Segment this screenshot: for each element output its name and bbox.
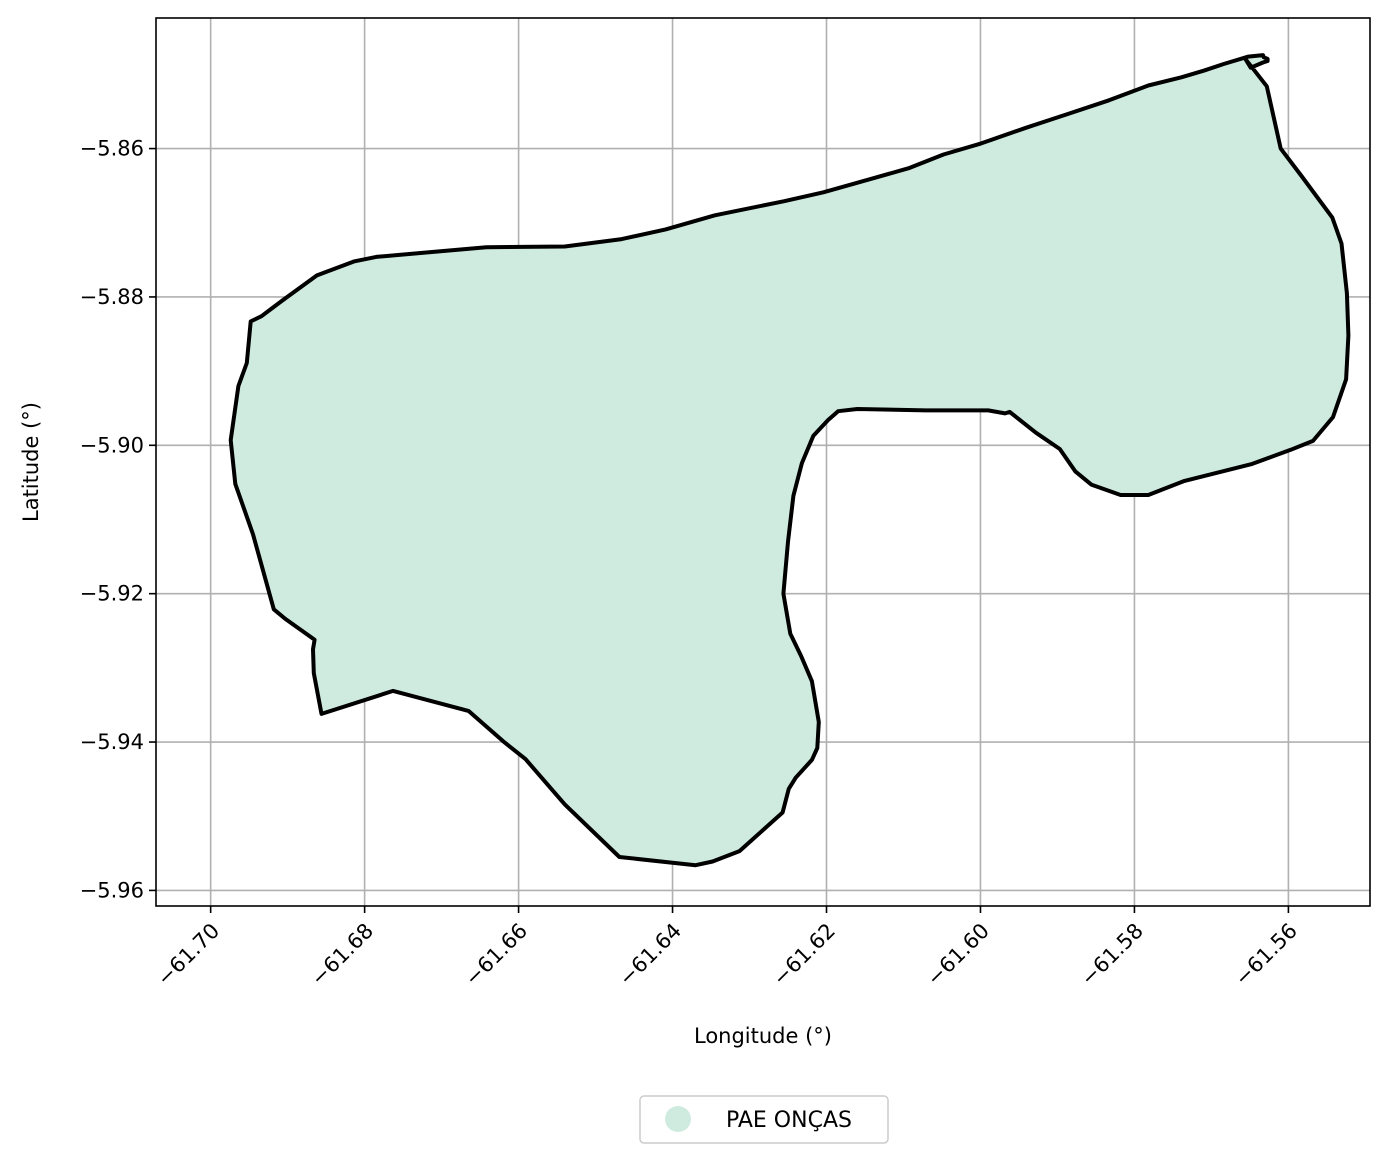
y-tick-label: −5.90 (80, 433, 144, 457)
x-tick-label: −61.68 (306, 919, 378, 991)
x-tick-label: −61.64 (614, 919, 686, 991)
x-axis-title: Longitude (°) (694, 1024, 832, 1048)
y-tick-label: −5.92 (80, 582, 144, 606)
x-tick-label: −61.60 (922, 919, 994, 991)
x-tick-label: −61.58 (1076, 919, 1148, 991)
x-tick-label: −61.62 (768, 919, 840, 991)
x-tick-label: −61.56 (1230, 919, 1302, 991)
x-axis: −61.70 −61.68 −61.66 −61.64 −61.62 −61.60 −61.… (152, 906, 1302, 990)
legend-box (639, 1095, 889, 1144)
legend: PAE ONÇAS (639, 1095, 889, 1144)
x-tick-label: −61.70 (152, 919, 224, 991)
y-tick-label: −5.86 (80, 137, 144, 161)
y-tick-label: −5.88 (80, 285, 144, 309)
x-tick-label: −61.66 (460, 919, 532, 991)
y-axis: −5.86 −5.88 −5.90 −5.92 −5.94 −5.96 (80, 137, 156, 902)
plot-frame (155, 17, 1371, 907)
legend-swatch-pae-oncas (665, 1106, 691, 1132)
y-tick-label: −5.96 (80, 878, 144, 902)
y-axis-title: Latitude (°) (19, 402, 43, 522)
legend-label-pae-oncas: PAE ONÇAS (726, 1108, 852, 1133)
region-polygon-pae-oncas (228, 53, 1351, 868)
y-tick-label: −5.94 (80, 730, 144, 754)
